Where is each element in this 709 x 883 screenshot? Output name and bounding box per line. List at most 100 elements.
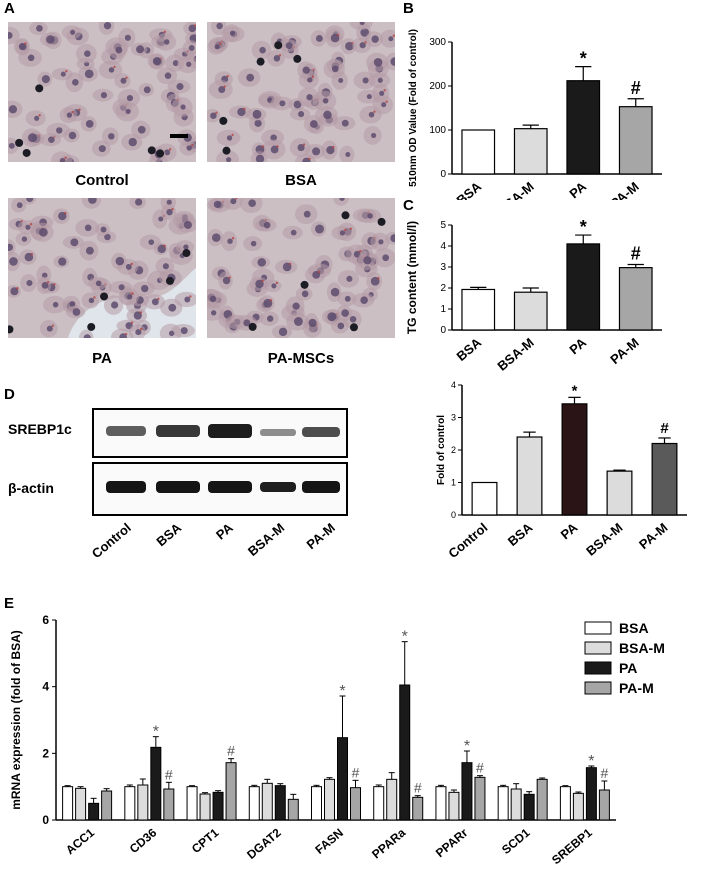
bar bbox=[566, 80, 601, 175]
bar bbox=[651, 442, 678, 516]
dark-cell bbox=[274, 41, 283, 50]
cell-nucleus bbox=[382, 254, 390, 262]
lipid-droplet bbox=[29, 223, 33, 226]
dark-cell bbox=[377, 217, 386, 226]
lipid-droplet bbox=[124, 332, 128, 336]
cell-nucleus bbox=[84, 69, 94, 79]
cell-nucleus bbox=[186, 61, 192, 67]
lipid-droplet bbox=[24, 42, 27, 45]
cell-nucleus bbox=[339, 230, 346, 236]
x-tick-label: PA bbox=[558, 519, 581, 542]
cell-nucleus bbox=[72, 308, 81, 316]
cell-nucleus bbox=[166, 199, 172, 205]
y-tick-label: 300 bbox=[429, 37, 446, 48]
lipid-droplet bbox=[194, 24, 196, 27]
cell-nucleus bbox=[227, 238, 233, 244]
lipid-droplet bbox=[131, 292, 134, 295]
x-tick-label: CPT1 bbox=[189, 825, 222, 856]
x-tick-label: ACC1 bbox=[63, 825, 97, 857]
cell-nucleus bbox=[345, 151, 351, 158]
cell-nucleus bbox=[292, 302, 300, 310]
dark-cell bbox=[156, 149, 165, 158]
cell-nucleus bbox=[8, 142, 15, 149]
legend-swatch bbox=[584, 641, 612, 655]
cell-nucleus bbox=[41, 75, 50, 84]
cell-nucleus bbox=[373, 58, 383, 67]
y-tick-label: 2 bbox=[42, 746, 49, 760]
bar bbox=[516, 436, 543, 516]
cell-nucleus bbox=[216, 22, 223, 30]
lipid-droplet bbox=[157, 297, 160, 301]
lipid-droplet bbox=[38, 114, 41, 117]
bar bbox=[448, 791, 460, 821]
lipid-droplet bbox=[231, 236, 235, 240]
cell-nucleus bbox=[341, 309, 349, 317]
lipid-droplet bbox=[302, 143, 306, 146]
x-tick-label: BSA bbox=[505, 519, 536, 549]
cell-nucleus bbox=[259, 46, 266, 54]
y-tick-label: 1 bbox=[451, 478, 456, 488]
significance-mark: # bbox=[600, 765, 608, 781]
cell-body bbox=[50, 151, 73, 162]
dark-cell bbox=[256, 57, 265, 66]
lipid-droplet bbox=[318, 270, 321, 274]
cell-nucleus bbox=[158, 216, 164, 222]
bar bbox=[186, 786, 198, 821]
blot-lane-pa: PA bbox=[212, 520, 236, 543]
lipid-droplet bbox=[16, 287, 19, 290]
cell-nucleus bbox=[103, 22, 112, 30]
y-tick-label: 1 bbox=[440, 304, 446, 315]
bar bbox=[598, 789, 610, 821]
cell-nucleus bbox=[58, 211, 67, 221]
cell-nucleus bbox=[315, 35, 323, 42]
cell-nucleus bbox=[188, 45, 195, 51]
cell-body bbox=[333, 198, 349, 206]
y-tick-label: 2 bbox=[451, 445, 456, 455]
cell-nucleus bbox=[293, 317, 303, 326]
significance-mark: # bbox=[165, 766, 173, 782]
cell-nucleus bbox=[137, 125, 146, 134]
cell-nucleus bbox=[60, 71, 66, 77]
cell-nucleus bbox=[168, 303, 177, 312]
cell-nucleus bbox=[314, 224, 324, 234]
y-axis-label: Fold of control bbox=[436, 415, 447, 485]
cell-nucleus bbox=[330, 33, 340, 43]
cell-nucleus bbox=[85, 246, 94, 255]
bar bbox=[435, 786, 447, 821]
significance-mark: # bbox=[631, 243, 641, 263]
cell-nucleus bbox=[120, 77, 127, 84]
micrograph-pa-mscs-label: PA-MSCs bbox=[267, 350, 335, 367]
bar bbox=[137, 784, 149, 821]
cell-nucleus bbox=[290, 229, 297, 236]
cell-nucleus bbox=[115, 46, 123, 54]
significance-mark: * bbox=[572, 382, 578, 399]
lipid-droplet bbox=[168, 148, 172, 151]
significance-mark: # bbox=[414, 780, 422, 796]
bar bbox=[373, 786, 385, 821]
cell-nucleus bbox=[278, 327, 288, 337]
lipid-droplet bbox=[278, 54, 282, 57]
lipid-droplet bbox=[261, 279, 264, 283]
cell-nucleus bbox=[164, 72, 172, 79]
cell-nucleus bbox=[250, 240, 257, 247]
lipid-droplet bbox=[93, 296, 96, 299]
bar bbox=[324, 778, 335, 821]
micrograph-control-label: Control bbox=[75, 172, 129, 189]
y-axis-label: 510nm OD Value (Fold of control) bbox=[408, 29, 419, 187]
panel-b-letter: B bbox=[403, 0, 414, 17]
cell-nucleus bbox=[379, 90, 385, 96]
cell-nucleus bbox=[309, 120, 318, 128]
cell-nucleus bbox=[136, 45, 145, 54]
x-tick-label: SCD1 bbox=[499, 825, 533, 857]
blot-lane-bsa-m: BSA-M bbox=[245, 520, 288, 559]
lipid-droplet bbox=[269, 299, 273, 302]
cell-nucleus bbox=[293, 100, 302, 109]
band bbox=[302, 481, 340, 493]
lipid-droplet bbox=[228, 276, 231, 279]
micrograph-pa-label: PA bbox=[92, 350, 112, 367]
lipid-droplet bbox=[332, 145, 335, 149]
cell-nucleus bbox=[337, 322, 345, 330]
cell-nucleus bbox=[339, 198, 345, 201]
cell-nucleus bbox=[46, 325, 53, 332]
bar bbox=[510, 788, 522, 821]
